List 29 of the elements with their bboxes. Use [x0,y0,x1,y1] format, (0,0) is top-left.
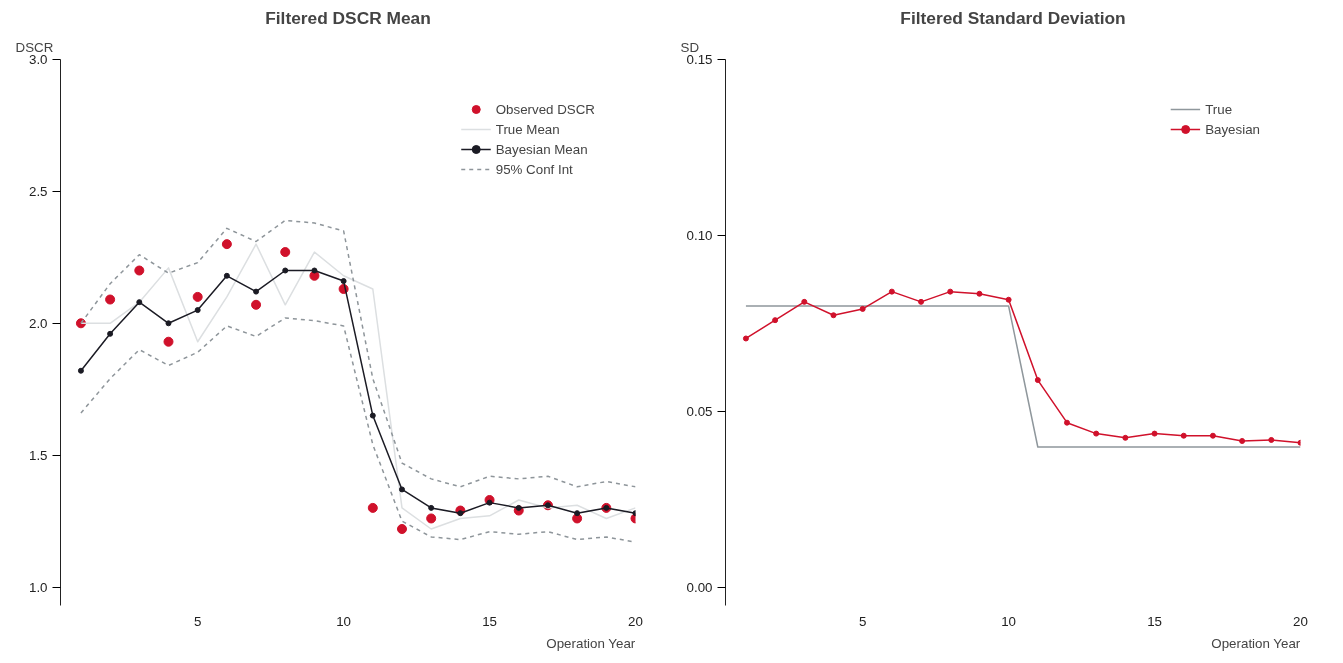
y-tick-label: 0.00 [686,580,713,596]
x-axis-title: Operation Year [546,635,636,651]
legend-label: Bayesian Mean [495,141,588,157]
y-tick-label: 2.5 [28,183,48,199]
chart-title: Filtered DSCR Mean [265,7,431,28]
legend-label: 95% Conf Int [495,161,573,177]
x-tick-label: 5 [193,613,202,629]
x-tick-label: 15 [482,613,497,629]
y-tick-label: 2.0 [28,315,48,331]
legend-label: True [1205,101,1233,117]
x-tick-label: 5 [858,613,867,629]
chart-title: Filtered Standard Deviation [900,7,1126,28]
y-axis-title: DSCR [15,39,54,55]
x-tick-label: 10 [1001,613,1017,629]
x-axis-title: Operation Year [1211,635,1301,651]
x-tick-label: 20 [1293,613,1308,629]
y-tick-label: 1.0 [28,579,48,595]
legend-label: Observed DSCR [495,101,595,117]
y-axis-title: SD [680,39,700,55]
y-tick-label: 0.15 [686,52,713,67]
y-tick-label: 0.10 [686,228,713,244]
y-tick-label: 3.0 [28,52,48,67]
x-tick-label: 10 [336,613,352,629]
legend-label: Bayesian [1205,121,1260,137]
y-tick-label: 0.05 [686,404,713,420]
legend-label: True Mean [495,121,560,137]
y-tick-label: 1.5 [28,447,48,463]
x-tick-label: 15 [1147,613,1162,629]
x-tick-label: 20 [628,613,643,629]
